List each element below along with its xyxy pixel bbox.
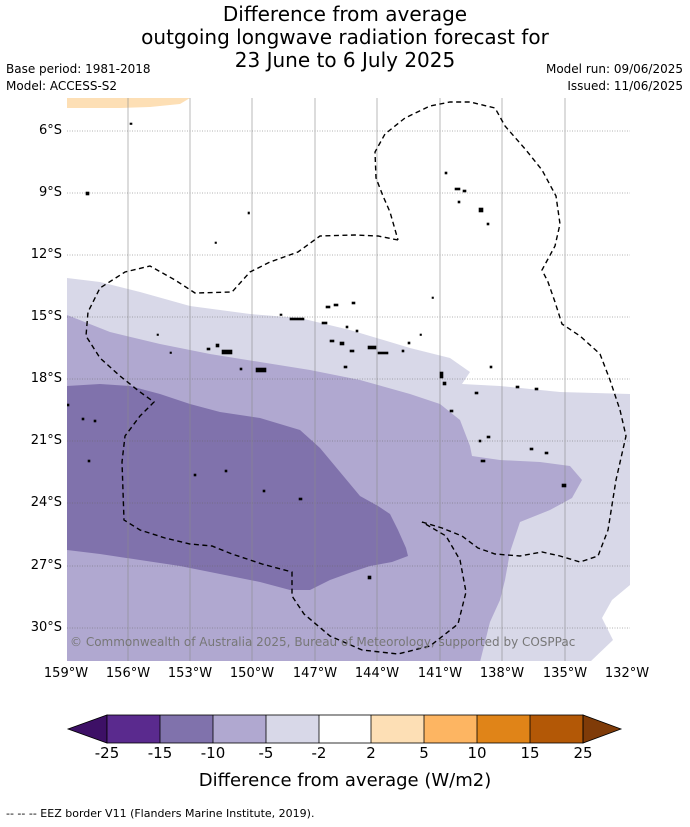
colorbar-tick-label: -2 xyxy=(311,744,327,762)
anomaly-band-minus-10 xyxy=(67,384,408,590)
colorbar-extend-high xyxy=(582,714,623,744)
eez-border xyxy=(85,101,627,655)
colorbar-tick-label: -10 xyxy=(200,744,226,762)
colorbar-tick-label: 5 xyxy=(419,744,429,762)
colorbar-tick-label: 2 xyxy=(366,744,376,762)
colorbar-title: Difference from average (W/m2) xyxy=(198,770,492,791)
lat-label: 30°S xyxy=(30,620,62,635)
lon-label: 159°W xyxy=(43,666,89,681)
chart-title-line-2: outgoing longwave radiation forecast for xyxy=(141,25,549,49)
island-outlines xyxy=(67,122,567,580)
model-text: Model: ACCESS-S2 xyxy=(6,79,118,93)
lat-label: 15°S xyxy=(30,309,62,324)
anomaly-band-plus-2 xyxy=(67,98,190,108)
colorbar-segment-1 xyxy=(107,715,160,743)
colorbar-tick-label: -5 xyxy=(258,744,274,762)
chart-title-line-3: 23 June to 6 July 2025 xyxy=(234,48,456,72)
lon-label: 144°W xyxy=(354,666,400,681)
colorbar-segment-5 xyxy=(319,715,371,743)
lon-label: 132°W xyxy=(604,666,650,681)
lat-label: 27°S xyxy=(30,558,62,573)
lat-label: 21°S xyxy=(30,433,62,448)
eez-legend-footnote: -- -- -- EEZ border V11 (Flanders Marine… xyxy=(6,807,315,820)
lon-label: 135°W xyxy=(542,666,588,681)
colorbar-tick-label: -15 xyxy=(147,744,173,762)
lon-label: 153°W xyxy=(167,666,213,681)
colorbar-tick-label: 15 xyxy=(520,744,540,762)
colorbar-tick-label: 25 xyxy=(573,744,593,762)
colorbar-segment-7 xyxy=(424,715,477,743)
colorbar-segment-9 xyxy=(530,715,583,743)
colorbar xyxy=(66,714,623,744)
lon-label: 138°W xyxy=(479,666,525,681)
lon-label: 156°W xyxy=(105,666,151,681)
lat-label: 6°S xyxy=(38,123,62,138)
colorbar-segment-4 xyxy=(266,715,319,743)
lat-label: 9°S xyxy=(38,185,62,200)
chart-title-line-1: Difference from average xyxy=(222,2,468,26)
lon-label: 141°W xyxy=(417,666,463,681)
colorbar-segment-6 xyxy=(371,715,424,743)
lon-label: 147°W xyxy=(292,666,338,681)
lat-label: 18°S xyxy=(30,371,62,386)
lat-label: 12°S xyxy=(30,247,62,262)
colorbar-tick-label: -25 xyxy=(94,744,120,762)
base-period-text: Base period: 1981-2018 xyxy=(6,62,151,76)
colorbar-segment-3 xyxy=(213,715,266,743)
colorbar-segment-8 xyxy=(477,715,530,743)
colorbar-extend-low xyxy=(66,714,108,744)
copyright-text: © Commonwealth of Australia 2025, Bureau… xyxy=(70,635,575,649)
map-meridians xyxy=(127,98,566,661)
lon-label: 150°W xyxy=(229,666,275,681)
colorbar-tick-label: 10 xyxy=(467,744,487,762)
colorbar-segment-2 xyxy=(160,715,213,743)
issued-text: Issued: 11/06/2025 xyxy=(567,79,683,93)
lat-label: 24°S xyxy=(30,495,62,510)
model-run-text: Model run: 09/06/2025 xyxy=(545,62,683,76)
